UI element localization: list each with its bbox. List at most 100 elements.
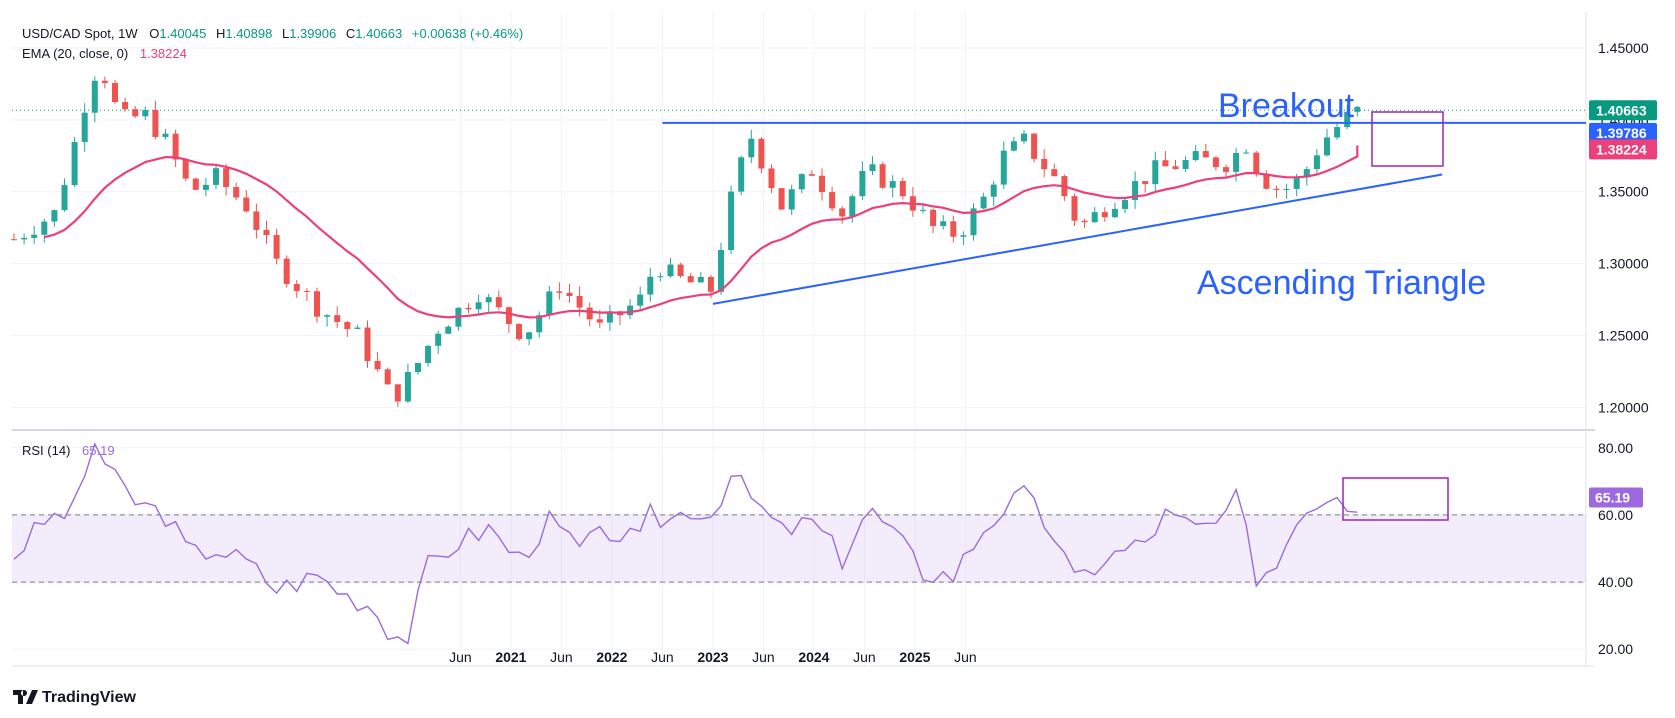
candle-body (1334, 127, 1341, 138)
candle-body (798, 174, 805, 190)
last-price-tag: 1.40663 (1589, 100, 1657, 121)
candle-body (374, 360, 381, 370)
candle-body (1202, 151, 1209, 158)
candle-body (1122, 200, 1128, 209)
candle-body (930, 209, 937, 226)
rsi-tag-bg (1589, 487, 1643, 508)
candle-body (1081, 220, 1088, 223)
candles (11, 76, 1361, 407)
candle-body (1293, 177, 1300, 189)
candle-body (213, 168, 219, 185)
candle-body (707, 276, 714, 292)
candle-body (142, 110, 149, 117)
candle-body (223, 168, 230, 188)
candle-body (253, 211, 260, 230)
price-grid (12, 12, 1586, 429)
candle-body (1031, 133, 1038, 159)
time-tick-label: Jun (651, 649, 674, 665)
candle-body (768, 168, 775, 189)
high-label: H (216, 26, 225, 41)
rsi-breakout-box[interactable] (1342, 477, 1449, 521)
candle-body (1233, 152, 1240, 172)
candle-body (586, 307, 593, 320)
candle-body (1091, 212, 1098, 223)
time-tick-label: Jun (449, 649, 472, 665)
resistance-tag-text: 1.39786 (1596, 125, 1647, 141)
candle-body (980, 196, 987, 209)
change-value: +0.00638 (+0.46%) (412, 26, 523, 41)
candle-body (485, 297, 492, 303)
candle-body (748, 138, 755, 158)
candle-body (1000, 150, 1007, 185)
candle-body (657, 276, 664, 278)
candle-body (1243, 152, 1250, 154)
candle-body (960, 235, 967, 237)
resistance-price-tag: 1.39786 (1589, 122, 1657, 143)
time-axis[interactable]: Jun 2021 Jun 2022 Jun 2023 Jun 2024 Jun 2025 Jun (449, 649, 977, 665)
time-tick-label: 2022 (596, 649, 627, 665)
time-tick-label: Jun (550, 649, 573, 665)
ema-tag-text: 1.38224 (1596, 141, 1647, 157)
close-value: 1.40663 (355, 26, 402, 41)
candle-body (667, 264, 674, 277)
candle-body (950, 221, 957, 237)
ema-value: 1.38224 (140, 46, 187, 61)
ascending-support-line[interactable] (712, 173, 1443, 305)
candle-body (415, 362, 421, 373)
candle-body (243, 197, 250, 212)
candle-body (859, 171, 866, 197)
rsi-tick-label: 80.00 (1598, 440, 1633, 456)
candle-body (1021, 133, 1027, 142)
symbol-name: USD/CAD Spot, 1W (22, 26, 138, 41)
candle-body (1041, 158, 1048, 170)
candle-body (404, 372, 411, 402)
rsi-line (13, 442, 1358, 645)
ema-legend[interactable]: EMA (20, close, 0) 1.38224 (22, 46, 187, 61)
candle-body (718, 250, 724, 292)
candle-body (91, 80, 98, 113)
symbol-legend[interactable]: USD/CAD Spot, 1W O1.40045 H1.40898 L1.39… (22, 26, 523, 41)
candle-body (41, 221, 48, 235)
candle-body (536, 315, 543, 333)
candle-body (970, 208, 977, 236)
candle-body (647, 276, 654, 295)
time-tick-label: 2021 (495, 649, 526, 665)
candle-body (1354, 106, 1361, 112)
ema-tag-bg (1589, 139, 1657, 160)
last-price-tag-text: 1.40663 (1596, 102, 1647, 118)
candle-body (1344, 111, 1351, 128)
resistance-tag-bg (1589, 122, 1657, 143)
candle-body (152, 110, 159, 137)
rsi-value-tag: 65.19 (1589, 487, 1643, 508)
candle-body (192, 178, 199, 190)
breakout-box[interactable] (1371, 111, 1444, 167)
candle-body (889, 181, 896, 188)
candle-body (344, 322, 351, 329)
candle-body (576, 296, 583, 308)
candle-body (1101, 212, 1108, 218)
candle-body (1313, 155, 1320, 170)
candle-body (314, 291, 320, 317)
candle-body (940, 221, 947, 226)
price-tick-label: 1.25000 (1598, 328, 1649, 344)
candle-body (637, 294, 644, 306)
candle-body (819, 175, 825, 193)
candle-body (1142, 181, 1149, 185)
candle-body (71, 141, 78, 186)
rsi-axis[interactable]: 80.00 60.00 40.00 20.00 (1598, 440, 1633, 657)
candle-body (526, 332, 533, 340)
rsi-tag-text: 65.19 (1595, 490, 1630, 506)
candle-body (172, 133, 179, 160)
candle-body (920, 209, 926, 211)
candle-body (1172, 166, 1179, 169)
price-axis[interactable]: 1.450001.400001.350001.300001.250001.200… (1598, 40, 1649, 415)
tradingview-logo[interactable]: TradingView (13, 689, 137, 706)
low-label: L (282, 26, 289, 41)
candle-body (1010, 141, 1017, 151)
candle-body (162, 133, 169, 137)
rsi-legend[interactable]: RSI (14) 65.19 (22, 443, 115, 458)
candle-body (334, 315, 341, 323)
candle-body (51, 210, 58, 222)
price-pane-background (12, 12, 1595, 429)
close-label: C (346, 26, 355, 41)
